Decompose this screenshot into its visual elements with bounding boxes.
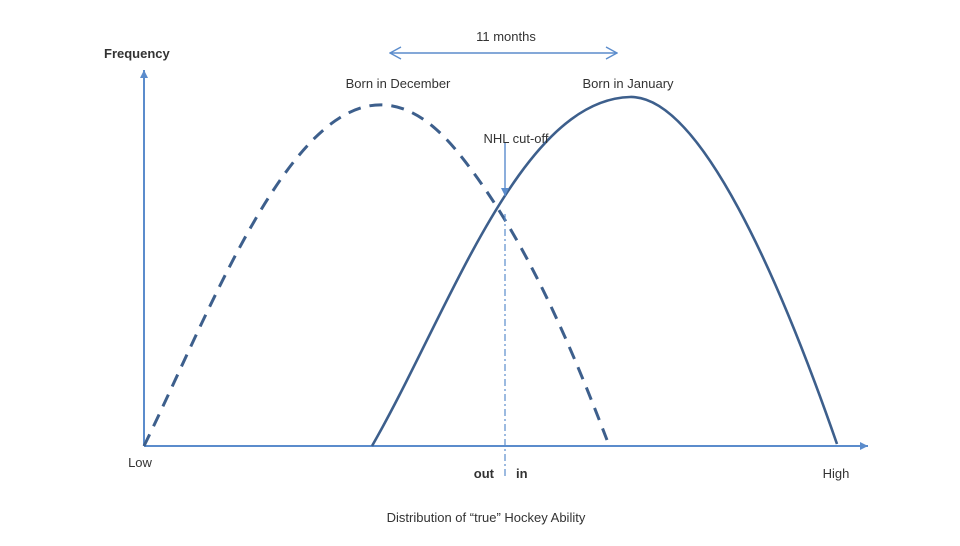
x-axis-high-label: High bbox=[823, 466, 850, 481]
curve-january-label: Born in January bbox=[582, 76, 674, 91]
curve-born-january bbox=[370, 95, 839, 447]
x-axis-title: Distribution of “true” Hockey Ability bbox=[387, 510, 586, 525]
span-label: 11 months bbox=[476, 29, 536, 44]
out-label: out bbox=[474, 466, 495, 481]
x-axis-low-label: Low bbox=[128, 455, 152, 470]
y-axis-label: Frequency bbox=[104, 46, 171, 61]
in-label: in bbox=[516, 466, 528, 481]
cutoff-label: NHL cut-off bbox=[483, 131, 548, 146]
curve-december-label: Born in December bbox=[346, 76, 451, 91]
curve-born-december bbox=[142, 103, 609, 447]
